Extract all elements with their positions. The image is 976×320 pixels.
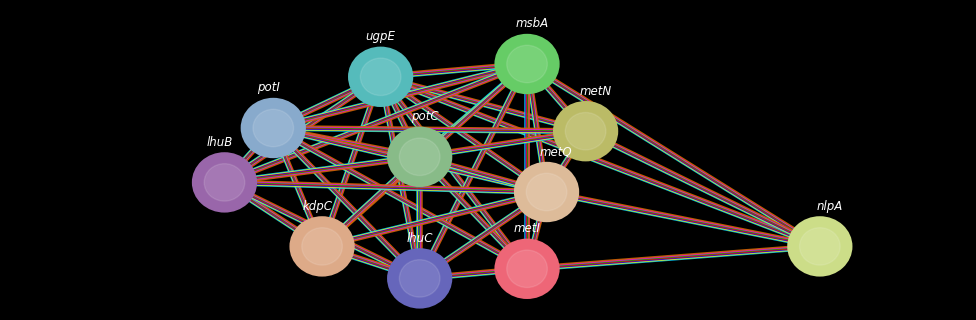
Ellipse shape: [302, 228, 343, 265]
Ellipse shape: [349, 48, 412, 106]
Ellipse shape: [388, 250, 451, 307]
Text: potI: potI: [257, 81, 280, 94]
Ellipse shape: [193, 154, 256, 211]
Ellipse shape: [204, 164, 245, 201]
Ellipse shape: [507, 45, 548, 83]
Ellipse shape: [515, 163, 578, 221]
Ellipse shape: [399, 260, 440, 297]
Text: lhuC: lhuC: [406, 232, 433, 245]
Ellipse shape: [388, 128, 451, 186]
Ellipse shape: [242, 99, 305, 157]
Ellipse shape: [253, 109, 294, 147]
Ellipse shape: [507, 250, 548, 287]
Ellipse shape: [799, 228, 840, 265]
Ellipse shape: [360, 58, 401, 95]
Ellipse shape: [565, 113, 606, 150]
Text: kdpC: kdpC: [303, 200, 332, 213]
Text: metI: metI: [513, 222, 541, 235]
Text: metQ: metQ: [540, 145, 573, 158]
Ellipse shape: [789, 218, 851, 275]
Ellipse shape: [526, 173, 567, 211]
Text: nlpA: nlpA: [817, 200, 842, 213]
Ellipse shape: [496, 240, 558, 298]
Text: ugpE: ugpE: [366, 30, 395, 43]
Text: msbA: msbA: [515, 17, 549, 30]
Text: potC: potC: [411, 110, 438, 123]
Ellipse shape: [291, 218, 353, 275]
Ellipse shape: [554, 102, 617, 160]
Text: lhuB: lhuB: [207, 136, 232, 149]
Ellipse shape: [399, 138, 440, 175]
Ellipse shape: [496, 35, 558, 93]
Text: metN: metN: [580, 84, 611, 98]
